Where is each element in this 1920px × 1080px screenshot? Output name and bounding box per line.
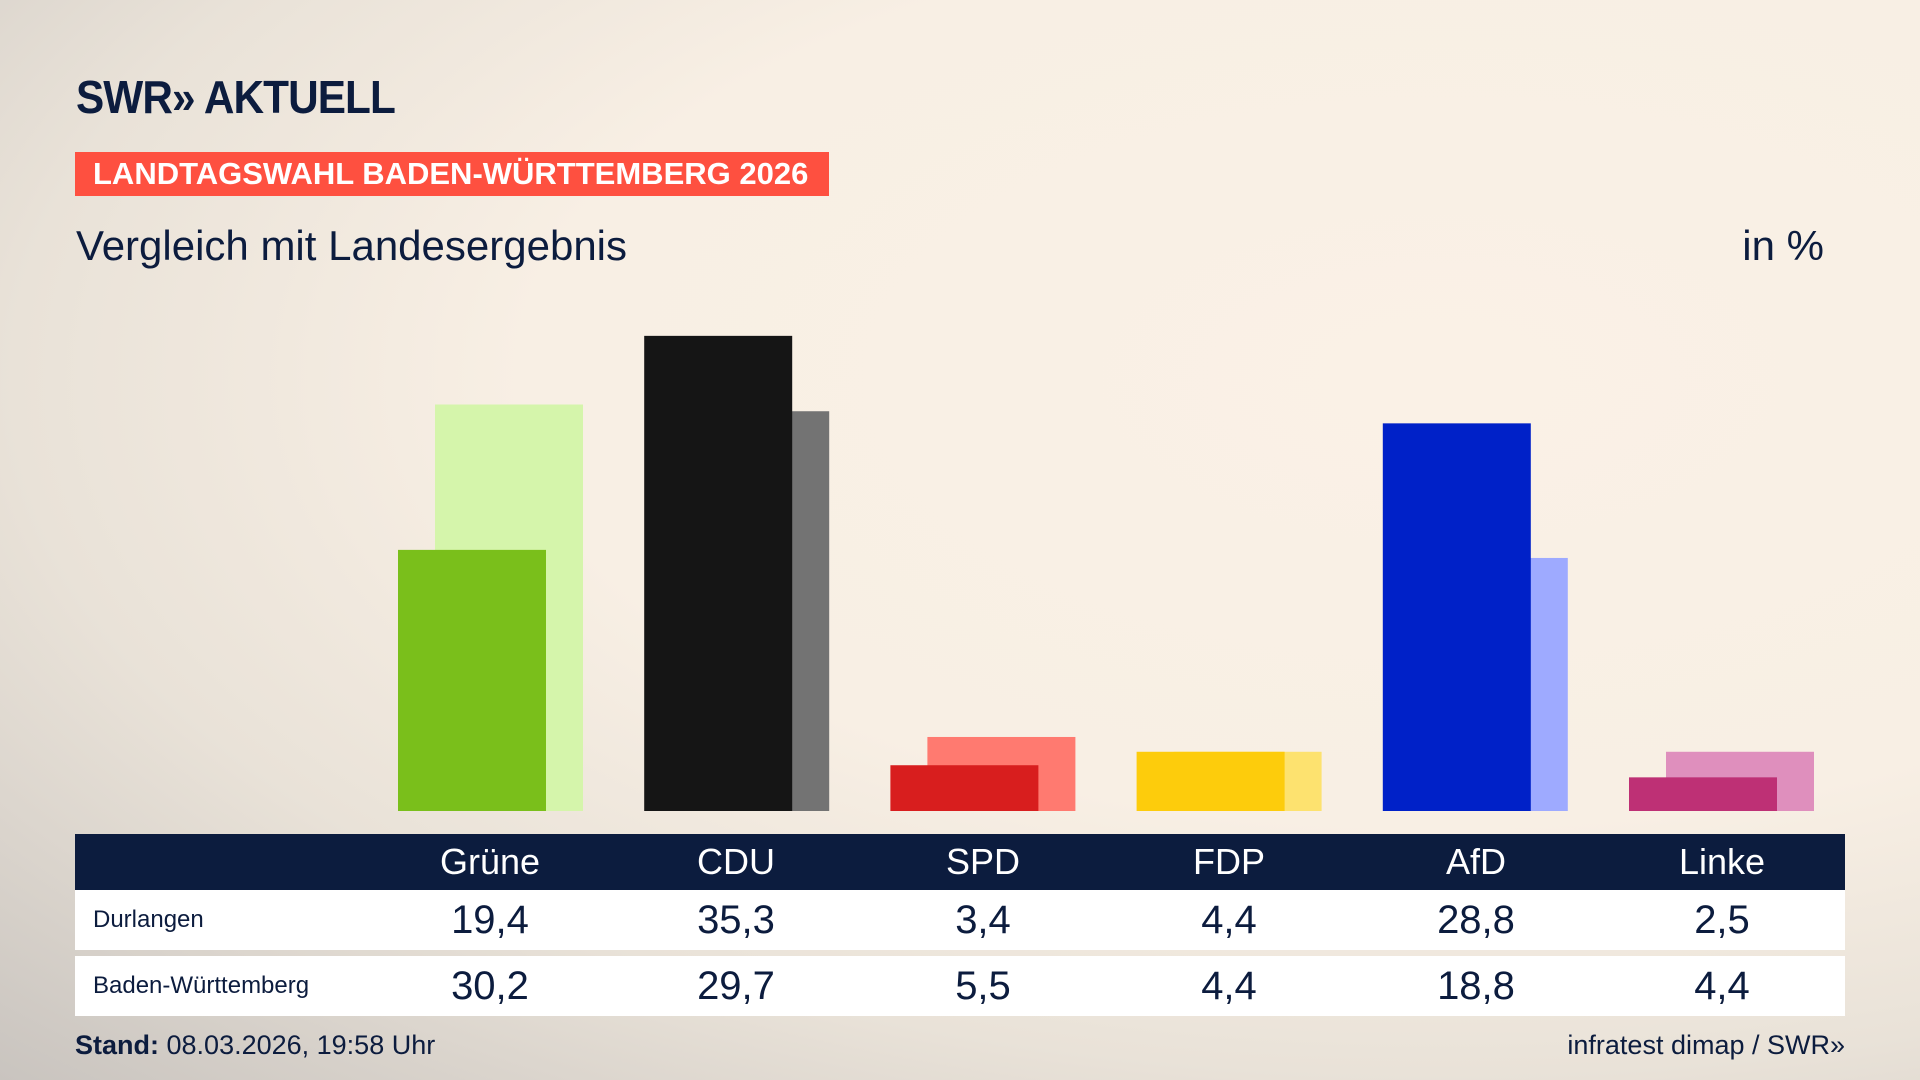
table-header: Grüne CDU SPD FDP AfD Linke xyxy=(75,834,1845,890)
bar-chart xyxy=(398,335,1814,811)
table-cell: 5,5 xyxy=(955,964,1011,1008)
column-header: CDU xyxy=(697,841,775,882)
table-cell: 18,8 xyxy=(1437,964,1515,1008)
table-cell: 30,2 xyxy=(451,964,529,1008)
table-cell: 4,4 xyxy=(1201,898,1257,942)
table-row: Durlangen 19,4 35,3 3,4 4,4 28,8 2,5 xyxy=(75,890,1845,950)
stand-label: Stand: xyxy=(75,1030,159,1060)
table-cell: 19,4 xyxy=(451,898,529,942)
column-header: Linke xyxy=(1678,841,1766,882)
bar-cdu-local xyxy=(644,335,793,811)
table-cell: 2,5 xyxy=(1694,898,1750,942)
column-header: Grüne xyxy=(439,841,541,882)
table-cell: 3,4 xyxy=(955,898,1011,942)
unit-label: in % xyxy=(1742,222,1824,269)
election-banner: LANDTAGSWAHL BADEN-WÜRTTEMBERG 2026 xyxy=(75,152,829,196)
row-label: Baden-Württemberg xyxy=(93,972,310,999)
column-header: FDP xyxy=(1193,841,1265,882)
column-header: SPD xyxy=(945,841,1021,882)
table-cell: 29,7 xyxy=(697,964,775,1008)
table-cell: 35,3 xyxy=(697,898,775,942)
timestamp: Stand: 08.03.2026, 19:58 Uhr xyxy=(75,1030,435,1061)
source: infratest dimap / SWR» xyxy=(1567,1030,1845,1060)
results-table: Grüne CDU SPD FDP AfD Linke Durlangen 19,4 35,3… xyxy=(75,834,1845,1016)
swr-aktuell-logo: SWR» AKTUELL xyxy=(76,71,396,123)
bar-gruene-local xyxy=(398,549,546,811)
bar-fdp-local xyxy=(1136,751,1285,811)
bar-spd-local xyxy=(890,765,1039,811)
table-cell: 4,4 xyxy=(1201,964,1257,1008)
row-label: Durlangen xyxy=(93,906,204,933)
column-header: AfD xyxy=(1445,841,1506,882)
bar-linke-local xyxy=(1629,777,1777,811)
stand-value: 08.03.2026, 19:58 Uhr xyxy=(166,1030,436,1060)
table-cell: 4,4 xyxy=(1694,964,1750,1008)
table-row: Baden-Württemberg 30,2 29,7 5,5 4,4 18,8 4,4 xyxy=(75,956,1845,1016)
bar-afd-local xyxy=(1382,423,1531,811)
table-cell: 28,8 xyxy=(1437,898,1515,942)
chart-subtitle: Vergleich mit Landesergebnis xyxy=(76,222,628,269)
